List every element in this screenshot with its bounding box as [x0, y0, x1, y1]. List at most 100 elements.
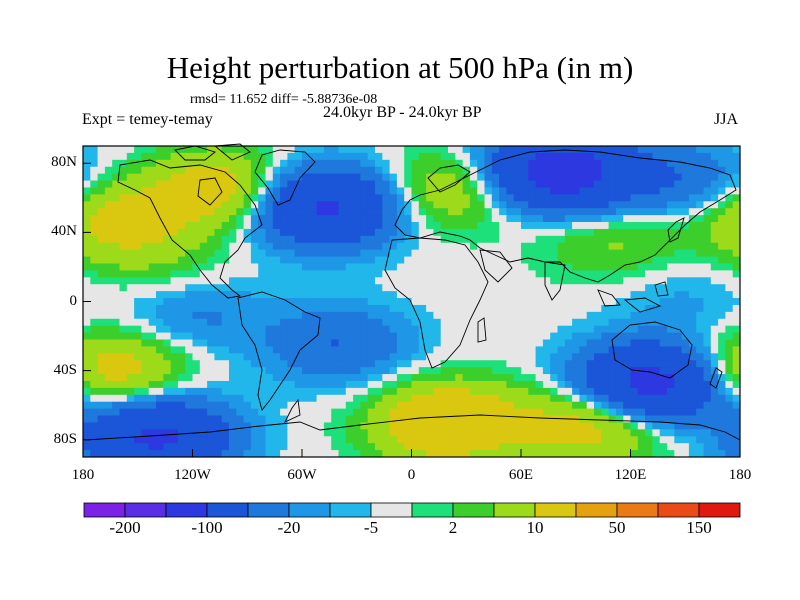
field-cell [250, 374, 259, 382]
field-cell [725, 291, 734, 299]
field-cell [667, 298, 675, 306]
field-cell [557, 201, 566, 209]
field-cell [360, 415, 369, 423]
field-cell [725, 360, 734, 368]
field-cell [119, 256, 128, 264]
field-cell [542, 367, 551, 375]
field-cell [302, 360, 310, 368]
field-cell [579, 394, 588, 403]
field-cell [623, 325, 631, 334]
field-cell [389, 374, 398, 382]
field-cell [462, 429, 471, 437]
field-cell [645, 284, 653, 292]
field-cell [375, 235, 383, 244]
field-cell [163, 325, 172, 334]
field-cell [513, 187, 522, 195]
field-cell [177, 187, 186, 195]
field-cell [674, 311, 683, 320]
field-cell [404, 146, 412, 154]
field-cell [448, 208, 456, 216]
field-cell [674, 173, 683, 182]
field-cell [156, 208, 164, 216]
field-cell [163, 235, 172, 244]
field-cell [710, 263, 719, 271]
field-cell [645, 180, 653, 188]
field-cell [426, 277, 434, 285]
field-cell [97, 215, 106, 223]
field-cell [688, 325, 697, 334]
field-cell [156, 318, 164, 327]
field-cell [294, 222, 303, 230]
field-cell [513, 360, 522, 368]
field-cell [302, 194, 310, 202]
field-cell [207, 201, 215, 209]
field-cell [258, 298, 266, 306]
field-cell [265, 346, 274, 354]
field-cell [615, 159, 624, 168]
field-cell [674, 194, 683, 202]
field-cell [389, 387, 398, 396]
field-cell [236, 346, 245, 354]
field-cell [681, 187, 690, 195]
field-cell [156, 408, 164, 417]
field-cell [126, 422, 135, 430]
field-cell [404, 450, 412, 458]
field-cell [521, 249, 529, 258]
field-cell [112, 249, 120, 258]
field-cell [134, 408, 142, 417]
field-cell [550, 215, 558, 223]
colorbar-swatch [247, 502, 290, 518]
field-cell [250, 353, 259, 361]
field-cell [506, 263, 515, 271]
field-cell [521, 422, 529, 430]
field-cell [542, 339, 551, 347]
field-cell [338, 415, 347, 423]
field-cell [725, 215, 734, 223]
field-cell [126, 194, 135, 202]
field-cell [513, 339, 522, 347]
field-cell [258, 346, 266, 354]
field-cell [353, 284, 361, 292]
lon-tick-label: 120E [614, 467, 647, 483]
field-cell [710, 291, 719, 299]
field-cell [469, 152, 478, 161]
field-cell [630, 180, 639, 188]
field-cell [83, 166, 91, 175]
field-cell [674, 360, 683, 368]
field-cell [688, 360, 697, 368]
field-cell [455, 256, 464, 264]
field-cell [557, 187, 566, 195]
field-cell [258, 277, 266, 285]
field-cell [667, 311, 675, 320]
field-cell [725, 374, 734, 382]
field-cell [192, 228, 201, 237]
field-cell [382, 159, 391, 168]
field-cell [550, 228, 558, 237]
field-cell [484, 146, 493, 154]
field-cell [637, 325, 646, 334]
field-cell [710, 387, 719, 396]
field-cell [302, 353, 310, 361]
field-cell [462, 401, 471, 410]
field-cell [97, 249, 106, 258]
field-cell [426, 380, 434, 389]
field-cell [243, 415, 252, 423]
field-cell [221, 429, 230, 437]
field-cell [309, 394, 318, 403]
field-cell [316, 235, 325, 244]
field-cell [199, 443, 208, 451]
field-cell [732, 152, 741, 161]
field-cell [192, 304, 201, 313]
field-cell [360, 346, 369, 354]
field-cell [163, 304, 172, 313]
field-cell [104, 235, 113, 244]
field-cell [382, 339, 391, 347]
field-cell [506, 284, 515, 292]
field-cell [601, 360, 610, 368]
field-cell [229, 325, 237, 334]
field-cell [667, 394, 675, 403]
field-cell [630, 346, 639, 354]
field-cell [404, 367, 412, 375]
field-cell [477, 291, 485, 299]
field-cell [250, 166, 259, 175]
